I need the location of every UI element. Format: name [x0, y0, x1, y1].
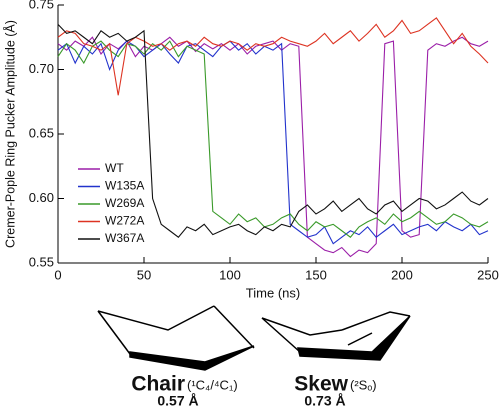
- structure-name: Skew: [294, 373, 348, 396]
- legend-label: W135A: [105, 179, 144, 193]
- x-tick-label: 0: [54, 267, 61, 282]
- x-tick-label: 50: [137, 267, 151, 282]
- y-tick-label: 0.60: [29, 190, 54, 205]
- x-tick-label: 150: [305, 267, 327, 282]
- x-axis-label: Time (ns): [246, 285, 300, 300]
- y-axis-label: Cremer-Pople Ring Pucker Amplitude (Å): [2, 20, 17, 248]
- legend-label: W367A: [105, 231, 144, 245]
- series-line: [57, 40, 489, 238]
- series-line: [57, 17, 489, 96]
- legend-label: W272A: [105, 214, 144, 228]
- structure-notation: (²Sₒ): [350, 377, 377, 392]
- structure-notation: (¹C₄/⁴C₁): [187, 377, 238, 392]
- x-tick-label: 100: [219, 267, 241, 282]
- skew-ring: [261, 311, 411, 361]
- x-tick-label: 250: [477, 267, 499, 282]
- structure-amplitude: 0.73 Å: [304, 393, 345, 406]
- y-tick-label: 0.65: [29, 125, 54, 140]
- legend-label: WT: [105, 161, 124, 175]
- series-line: [57, 36, 489, 258]
- structure-name: Chair: [131, 373, 185, 396]
- series-line: [57, 40, 489, 245]
- chair-ring: [97, 305, 255, 371]
- legend-label: W269A: [105, 196, 144, 210]
- y-tick-label: 0.70: [29, 61, 54, 76]
- structure-amplitude: 0.57 Å: [157, 393, 198, 406]
- series-line: [57, 23, 489, 238]
- x-tick-label: 200: [391, 267, 413, 282]
- y-tick-label: 0.55: [29, 254, 54, 269]
- y-tick-label: 0.75: [29, 0, 54, 11]
